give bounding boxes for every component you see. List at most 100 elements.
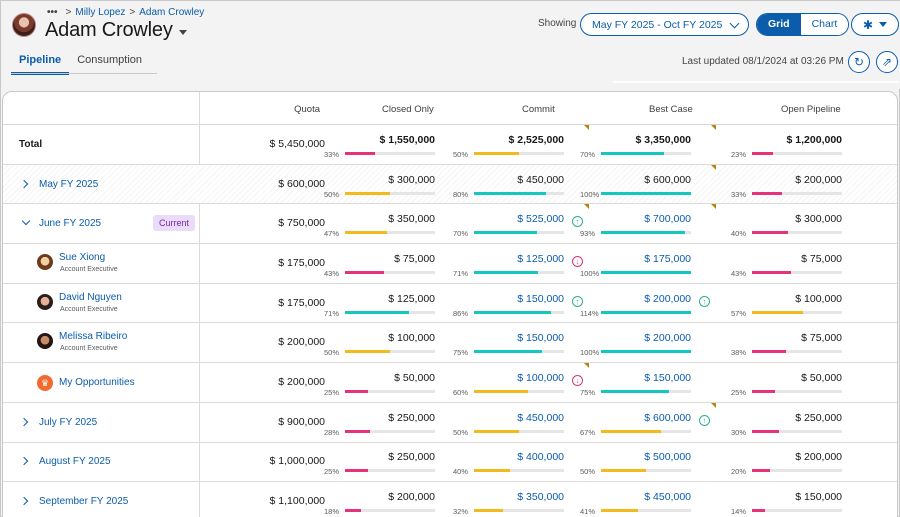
breadcrumb-item[interactable]: Milly Lopez xyxy=(75,7,126,18)
tab-consumption[interactable]: Consumption xyxy=(77,54,143,66)
row-label[interactable]: August FY 2025 xyxy=(39,456,111,468)
tab-pipeline[interactable]: Pipeline xyxy=(11,49,70,75)
cell-value: $ 150,000 xyxy=(795,491,842,504)
cell-value[interactable]: $ 200,000 xyxy=(644,332,691,345)
trend-down-icon[interactable]: ↓ xyxy=(572,375,583,387)
trend-up-icon[interactable]: ↑ xyxy=(572,216,583,228)
row-label[interactable]: My Opportunities xyxy=(59,377,135,389)
caret-down-icon[interactable] xyxy=(178,29,187,35)
metric-cell: $ 450,000 41% xyxy=(580,482,691,517)
export-button[interactable]: ⇗ xyxy=(876,51,898,73)
row-label[interactable]: September FY 2025 xyxy=(39,496,129,508)
cell-percent: 43% xyxy=(324,268,340,278)
row-label[interactable]: July FY 2025 xyxy=(39,416,98,428)
grid-header: Quota Closed Only Commit Best Case Open … xyxy=(3,92,897,125)
progress-track xyxy=(752,270,842,274)
chevron-right-icon[interactable] xyxy=(19,496,29,506)
chevron-right-icon: > xyxy=(65,7,72,18)
chevron-right-icon[interactable] xyxy=(19,417,29,426)
metric-cell: $ 150,000 75% xyxy=(580,363,691,402)
progress-track xyxy=(345,509,435,513)
row-label[interactable]: David Nguyen xyxy=(59,291,122,303)
cell-value[interactable]: $ 200,000 xyxy=(644,292,691,305)
breadcrumb-item[interactable]: Adam Crowley xyxy=(139,7,205,18)
cell-value[interactable]: $ 525,000 xyxy=(517,213,564,226)
progress-track xyxy=(345,390,435,394)
metric-cell: $ 200,000 100% xyxy=(580,323,691,362)
cell-value[interactable]: $ 350,000 xyxy=(517,491,564,504)
column-divider xyxy=(199,92,200,517)
progress-fill xyxy=(752,231,788,235)
trend-up-icon[interactable]: ↑ xyxy=(699,414,710,426)
progress-track xyxy=(752,231,842,235)
row-label[interactable]: June FY 2025 xyxy=(39,218,102,230)
cell-value[interactable]: $ 400,000 xyxy=(517,451,564,464)
column-header-commit[interactable]: Commit xyxy=(522,104,555,115)
refresh-icon: ↻ xyxy=(853,55,865,69)
trend-up-icon[interactable]: ↑ xyxy=(572,295,583,307)
trend-up-icon[interactable]: ↑ xyxy=(699,295,710,307)
cell-value[interactable]: $ 150,000 xyxy=(517,332,564,345)
settings-menu-button[interactable]: ✱ xyxy=(851,13,899,36)
row-label[interactable]: May FY 2025 xyxy=(39,178,99,190)
cell-percent: 86% xyxy=(453,308,469,318)
progress-track xyxy=(474,270,564,274)
progress-fill xyxy=(601,509,638,513)
metric-cell: $ 400,000 40% xyxy=(453,442,564,481)
progress-fill xyxy=(752,469,770,473)
cell-value[interactable]: $ 600,000 xyxy=(644,411,691,424)
progress-track xyxy=(752,310,842,314)
grid-view-button[interactable]: Grid xyxy=(757,14,801,35)
more-icon[interactable]: ••• xyxy=(47,7,58,18)
last-updated-text: Last updated 08/1/2024 at 03:26 PM xyxy=(682,56,844,67)
chevron-down-icon[interactable] xyxy=(21,216,31,226)
cell-percent: 47% xyxy=(324,229,340,239)
cell-value[interactable]: $ 100,000 xyxy=(517,372,564,385)
column-header-quota[interactable]: Quota xyxy=(294,104,320,115)
cell-percent: 23% xyxy=(731,150,747,159)
cell-value[interactable]: $ 700,000 xyxy=(644,213,691,226)
progress-fill xyxy=(474,152,519,155)
column-header-closed-only[interactable]: Closed Only xyxy=(382,104,434,115)
progress-track xyxy=(601,350,691,354)
cell-percent: 75% xyxy=(453,348,469,358)
chevron-right-icon[interactable] xyxy=(19,179,29,188)
title-row[interactable]: Adam Crowley xyxy=(45,19,187,42)
progress-track xyxy=(474,509,564,513)
trend-down-icon[interactable]: ↓ xyxy=(572,255,583,267)
cell-percent: 20% xyxy=(731,467,747,477)
cell-value[interactable]: $ 175,000 xyxy=(644,252,691,265)
cell-percent: 93% xyxy=(580,229,596,239)
chart-view-button[interactable]: Chart xyxy=(800,14,849,35)
column-header-open-pipeline[interactable]: Open Pipeline xyxy=(781,104,841,115)
metric-cell: $ 100,000 57% xyxy=(731,284,842,323)
cell-value[interactable]: $ 125,000 xyxy=(517,252,564,265)
flag-corner-icon xyxy=(584,125,589,130)
metric-cell: $ 600,000 100% xyxy=(580,165,691,204)
progress-track xyxy=(345,191,435,195)
cell-value: $ 75,000 xyxy=(394,252,435,265)
cell-value[interactable]: $ 150,000 xyxy=(644,372,691,385)
flag-corner-icon xyxy=(711,402,716,408)
row-label[interactable]: Sue Xiong xyxy=(59,251,106,263)
row-label[interactable]: Melissa Ribeiro xyxy=(59,331,128,343)
cell-value[interactable]: $ 150,000 xyxy=(517,292,564,305)
metric-cell: $ 600,000 67% ↑ xyxy=(580,403,710,442)
progress-track xyxy=(345,469,435,473)
refresh-button[interactable]: ↻ xyxy=(848,51,870,73)
progress-track xyxy=(752,152,842,155)
progress-track xyxy=(474,390,564,394)
cell-value[interactable]: $ 450,000 xyxy=(644,491,691,504)
row-sublabel: Account Executive xyxy=(60,265,118,273)
chevron-right-icon[interactable] xyxy=(19,457,29,466)
cell-percent: 50% xyxy=(324,348,340,358)
cell-value[interactable]: $ 450,000 xyxy=(517,411,564,424)
table-row: August FY 2025 $ 1,000,000 $ 250,000 25% $ 4… xyxy=(3,442,897,483)
user-avatar[interactable] xyxy=(12,13,36,37)
column-header-best-case[interactable]: Best Case xyxy=(649,104,693,115)
date-range-select[interactable]: May FY 2025 - Oct FY 2025 xyxy=(580,13,749,36)
progress-fill xyxy=(601,231,685,235)
cell-percent: 14% xyxy=(731,507,747,517)
cell-value[interactable]: $ 500,000 xyxy=(644,451,691,464)
progress-fill xyxy=(474,350,542,354)
